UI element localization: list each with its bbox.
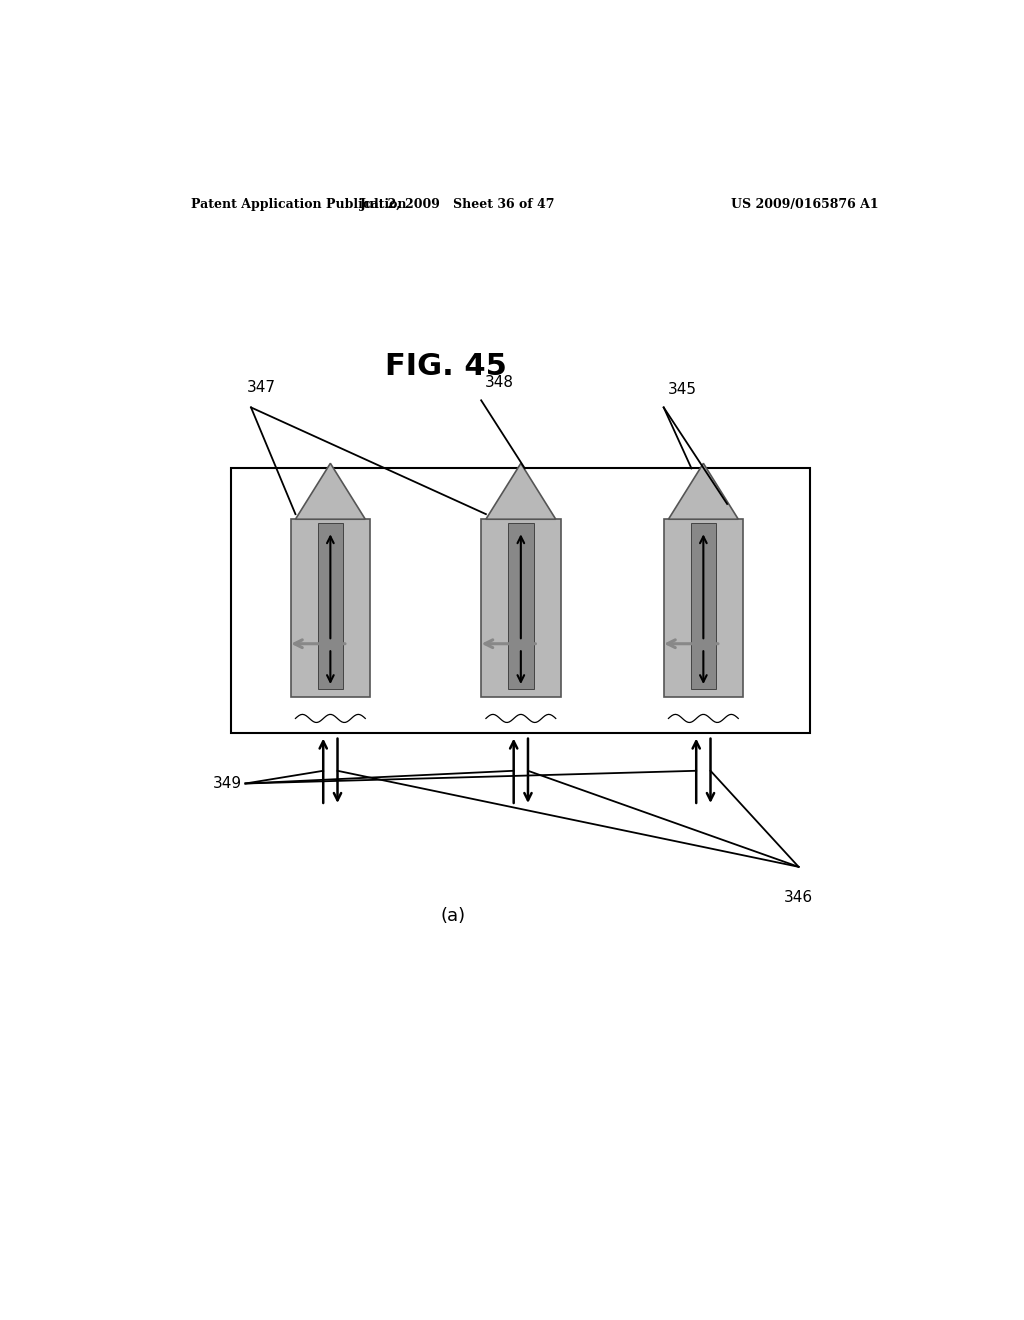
Polygon shape [317,523,343,689]
Text: 346: 346 [784,890,813,906]
Text: US 2009/0165876 A1: US 2009/0165876 A1 [731,198,879,211]
Text: 345: 345 [668,383,696,397]
Polygon shape [296,463,366,519]
Text: Jul. 2, 2009   Sheet 36 of 47: Jul. 2, 2009 Sheet 36 of 47 [359,198,555,211]
Polygon shape [690,523,716,689]
Text: (a): (a) [440,907,466,924]
Text: 349: 349 [212,776,242,791]
Polygon shape [291,519,370,697]
Polygon shape [508,523,534,689]
Polygon shape [481,519,560,697]
Text: Patent Application Publication: Patent Application Publication [191,198,407,211]
Polygon shape [486,463,556,519]
Text: FIG. 45: FIG. 45 [384,352,507,381]
Polygon shape [664,519,743,697]
Text: 347: 347 [247,380,276,395]
Text: 348: 348 [485,375,514,391]
Polygon shape [669,463,738,519]
